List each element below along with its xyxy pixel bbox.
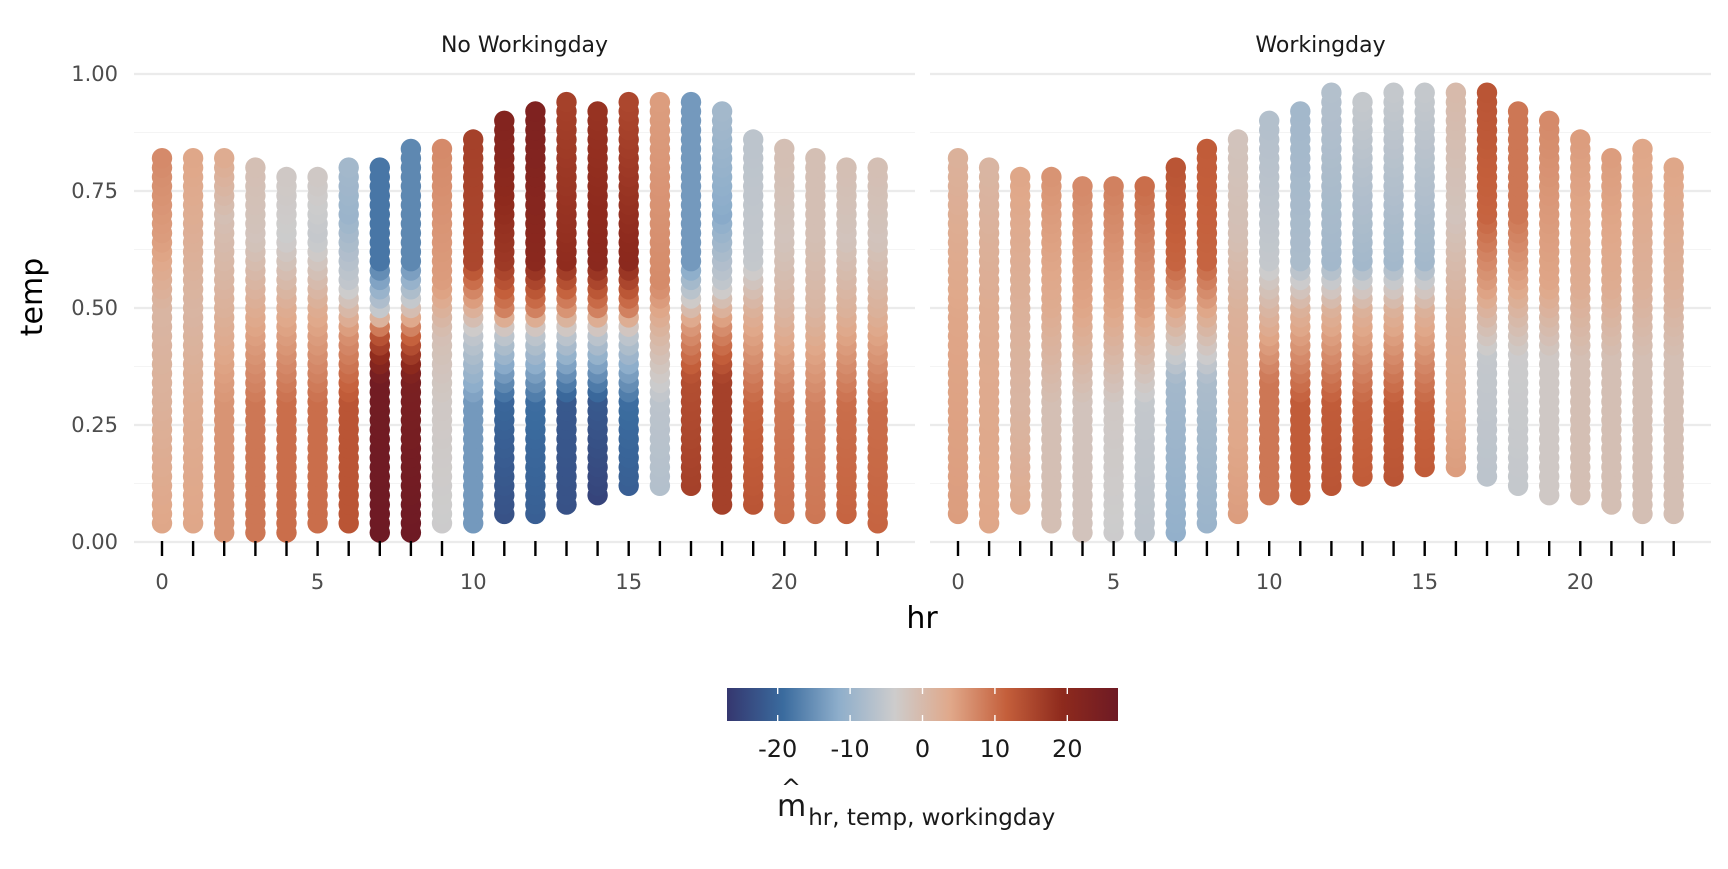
x-tick-label: 0 [951,570,964,594]
data-point [276,166,297,188]
legend-tick-label: 20 [1052,735,1083,763]
x-tick-label: 15 [615,570,642,594]
data-point [1476,82,1498,103]
y-tick-label: 0.00 [71,530,118,554]
data-point [774,138,795,160]
data-point [649,91,671,113]
data-point [1227,129,1249,150]
data-point [182,148,204,169]
data-point [1663,157,1684,178]
data-point [1103,176,1124,197]
legend-tick-label: -10 [830,735,869,763]
x-tick-label: 20 [771,570,798,594]
legend-tick-label: 0 [915,735,930,763]
data-point [1414,82,1435,103]
data-point [463,129,484,150]
data-point [1601,148,1622,169]
data-point [1165,157,1187,178]
data-point [1445,82,1467,103]
x-tick-label: 5 [1107,570,1120,594]
data-point [587,101,608,122]
data-point [805,148,826,169]
data-point [618,91,639,113]
panel-title: Workingday [1255,33,1385,58]
data-point [1134,176,1155,197]
y-tick-label: 0.25 [71,413,118,437]
y-tick-label: 0.75 [71,179,118,203]
panel-workingday: Workingday 0 5 10 15 20 [930,33,1711,594]
x-rug [160,541,879,556]
legend-title-main: m [777,789,806,824]
data-point [1290,101,1311,122]
y-axis-title: temp [15,258,50,337]
data-point [1010,166,1031,188]
legend-ticks: -20 -10 0 10 20 [758,688,1083,763]
data-point [836,157,857,178]
data-point [400,138,422,160]
data-point [1539,110,1560,131]
y-tick-label: 1.00 [71,62,118,86]
data-point [431,138,453,160]
data-point [1570,129,1591,150]
panel-title: No Workingday [441,33,608,58]
data-point [1507,101,1529,122]
color-legend: -20 -10 0 10 20 mhr, temp, workingday ^ [727,688,1118,831]
x-rug [956,541,1675,556]
data-point [307,166,328,188]
data-point [1041,166,1062,188]
data-point [978,157,1000,178]
data-point [1632,138,1653,160]
panel-no-workingday: No Workingday 0 5 10 15 20 [134,33,915,594]
data-point [525,101,546,122]
data-point [743,129,764,150]
y-axis-ticks: 0.00 0.25 0.50 0.75 1.00 [71,62,118,554]
data-point [1352,91,1373,113]
data-point [711,101,733,122]
data-point [151,148,173,169]
x-axis-title: hr [906,601,938,636]
data-point [1383,82,1404,103]
x-tick-label: 15 [1411,570,1438,594]
data-point [867,157,888,178]
x-tick-label: 10 [1256,570,1283,594]
data-point [369,157,390,178]
data-point [947,148,969,169]
x-axis-ticks: 0 5 10 15 20 [155,570,797,594]
data-point [1196,138,1218,160]
x-axis-ticks: 0 5 10 15 20 [951,570,1593,594]
legend-title-sub: hr, temp, workingday [808,805,1055,831]
legend-tick-label: -20 [758,735,797,763]
data-point [556,91,577,113]
legend-title-hat: ^ [781,774,801,802]
data-point [245,157,266,178]
data-point [680,91,702,113]
y-tick-label: 0.50 [71,296,118,320]
data-point [1321,82,1342,103]
x-tick-label: 0 [155,570,168,594]
x-tick-label: 20 [1567,570,1594,594]
data-point [214,148,235,169]
data-point [1072,176,1093,197]
data-point [494,110,515,131]
data-point [1259,110,1280,131]
x-tick-label: 5 [311,570,324,594]
x-tick-label: 10 [460,570,487,594]
legend-title: mhr, temp, workingday [777,789,1055,831]
points-layer [947,82,1684,543]
data-point [338,157,359,178]
legend-tick-label: 10 [980,735,1011,763]
points-layer [151,91,888,543]
